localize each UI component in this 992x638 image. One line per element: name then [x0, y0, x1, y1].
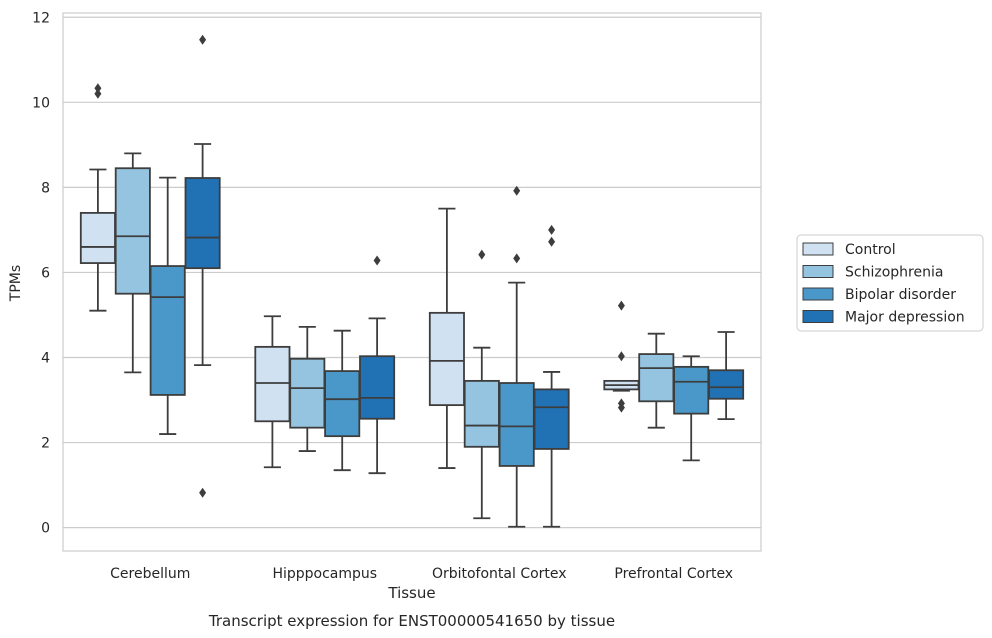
- legend-label: Bipolar disorder: [845, 287, 956, 303]
- box-bipolar-disorder: [324, 329, 361, 472]
- y-tick-label: 2: [41, 436, 50, 452]
- legend-frame: [796, 234, 984, 332]
- y-tick-label: 6: [41, 265, 50, 281]
- outlier-point: [548, 224, 556, 235]
- legend-swatch: [802, 287, 834, 301]
- box-bipolar-disorder: [149, 176, 186, 435]
- box-control: [79, 83, 116, 312]
- legend-label: Major depression: [845, 310, 965, 326]
- box-groups: [79, 34, 745, 528]
- box-iqr: [359, 355, 396, 420]
- outlier-point: [617, 402, 625, 413]
- box-schizophrenia: [114, 152, 151, 374]
- box-major-depression: [708, 331, 745, 421]
- y-axis-ticks: 0 2 4 6 8 10 12: [32, 10, 50, 536]
- box-iqr: [149, 265, 186, 396]
- x-tick-label: Hipppocampus: [272, 566, 377, 582]
- y-tick-label: 12: [32, 10, 50, 26]
- outlier-point: [94, 83, 102, 94]
- x-axis-label: Tissue: [387, 584, 435, 602]
- box-iqr: [533, 388, 570, 450]
- chart-title: Transcript expression for ENST0000054165…: [208, 612, 615, 630]
- box-iqr: [673, 365, 710, 415]
- y-tick-label: 4: [41, 350, 50, 366]
- box-major-depression: [533, 224, 570, 528]
- box-major-depression: [184, 34, 221, 498]
- outlier-point: [513, 185, 521, 196]
- box-schizophrenia: [463, 249, 500, 520]
- box-iqr: [498, 382, 535, 467]
- legend: Control Schizophrenia Bipolar disorder Majo…: [796, 234, 984, 332]
- outlier-point: [199, 487, 207, 498]
- box-iqr: [463, 379, 500, 448]
- y-tick-label: 0: [41, 521, 50, 537]
- box-iqr: [114, 167, 151, 295]
- outlier-point: [617, 351, 625, 362]
- box-iqr: [708, 369, 745, 400]
- box-schizophrenia: [289, 325, 326, 452]
- y-grid: [63, 16, 761, 529]
- box-control: [428, 207, 465, 469]
- y-tick-label: 8: [41, 180, 50, 196]
- box-iqr: [638, 353, 675, 403]
- box-iqr: [289, 357, 326, 429]
- outlier-point: [94, 88, 102, 99]
- x-axis-ticks: Cerebellum Hipppocampus Orbitofontal Corte…: [110, 566, 733, 582]
- legend-swatch: [802, 242, 834, 256]
- box-major-depression: [359, 255, 396, 475]
- x-tick-label: Orbitofontal Cortex: [432, 566, 567, 582]
- outlier-point: [548, 236, 556, 247]
- legend-label: Schizophrenia: [845, 265, 943, 281]
- box-iqr: [79, 211, 116, 264]
- legend-label: Control: [845, 242, 896, 258]
- outlier-point: [478, 249, 486, 260]
- outlier-point: [617, 300, 625, 311]
- box-iqr: [324, 370, 361, 438]
- outlier-point: [373, 255, 381, 266]
- x-tick-label: Cerebellum: [110, 566, 190, 582]
- box-iqr: [428, 311, 465, 407]
- box-control: [254, 315, 291, 469]
- box-schizophrenia: [638, 332, 675, 429]
- legend-swatch: [802, 310, 834, 323]
- y-axis-label: TPMs: [8, 265, 24, 302]
- x-tick-label: Prefrontal Cortex: [614, 566, 733, 582]
- legend-swatch: [802, 265, 834, 278]
- box-iqr: [184, 177, 221, 270]
- outlier-point: [513, 253, 521, 264]
- outlier-point: [199, 34, 207, 45]
- y-tick-label: 10: [32, 95, 50, 111]
- box-iqr: [254, 345, 291, 423]
